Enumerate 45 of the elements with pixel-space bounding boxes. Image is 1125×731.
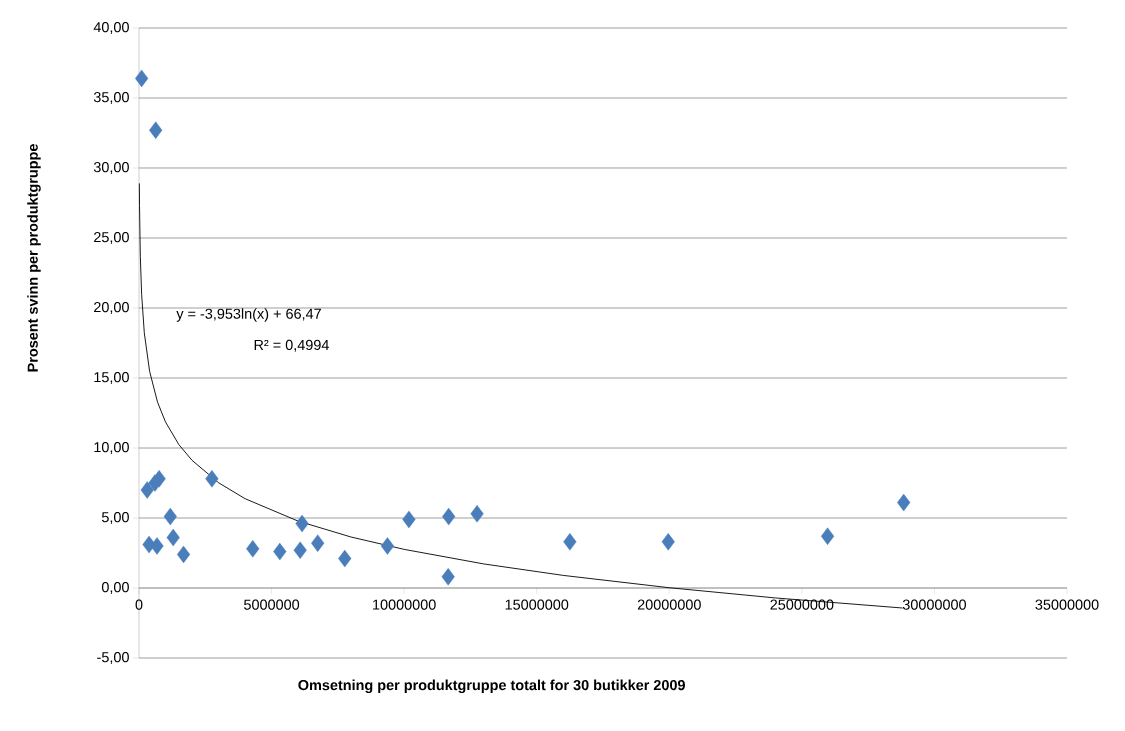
x-tick-label: 20000000 xyxy=(637,599,701,610)
y-tick-label: 5,00 xyxy=(101,512,129,524)
point xyxy=(163,507,177,526)
y-axis-title: Prosent svinn per produktgruppe xyxy=(27,144,41,372)
y-tick-label: 15,00 xyxy=(94,372,129,384)
x-tick-label: 0 xyxy=(135,599,143,610)
x-tick-label: 35000000 xyxy=(1035,599,1099,610)
point xyxy=(246,540,260,558)
point xyxy=(470,505,484,523)
point xyxy=(821,527,835,545)
annotation: y = -3,953ln(x) + 66,47 xyxy=(176,308,321,322)
point xyxy=(273,542,287,561)
y-tick-label: 0,00 xyxy=(101,582,129,594)
point xyxy=(563,533,577,551)
x-tick-label: 30000000 xyxy=(902,599,966,610)
point xyxy=(140,481,154,499)
point xyxy=(402,510,416,529)
point xyxy=(205,470,219,488)
y-tick-label: 40,00 xyxy=(93,22,129,34)
point xyxy=(442,507,456,526)
point xyxy=(135,69,149,88)
point xyxy=(897,493,911,512)
point xyxy=(293,541,307,559)
point xyxy=(380,537,395,555)
point xyxy=(338,549,352,568)
x-tick-label: 25000000 xyxy=(770,599,834,610)
point xyxy=(150,537,164,555)
point xyxy=(166,528,180,547)
x-tick-label: 5000000 xyxy=(244,599,300,610)
point xyxy=(149,121,163,139)
x-tick-label: 15000000 xyxy=(505,599,569,610)
y-tick-label: 25,00 xyxy=(94,232,129,244)
point xyxy=(661,533,675,551)
annotation: R² = 0,4994 xyxy=(254,339,329,352)
x-tick-label: 10000000 xyxy=(373,599,436,610)
point xyxy=(441,568,455,586)
point xyxy=(311,534,325,552)
y-tick-label: 35,00 xyxy=(93,92,129,104)
y-tick-label: 20,00 xyxy=(94,302,129,314)
y-tick-label: 10,00 xyxy=(94,442,129,454)
point xyxy=(295,514,309,533)
point xyxy=(176,545,191,564)
x-axis-title: Omsetning per produktgruppe totalt for 30 butikker 2009 xyxy=(298,679,685,694)
y-tick-label: 30,00 xyxy=(93,162,129,174)
y-tick-label: -5,00 xyxy=(97,652,129,664)
